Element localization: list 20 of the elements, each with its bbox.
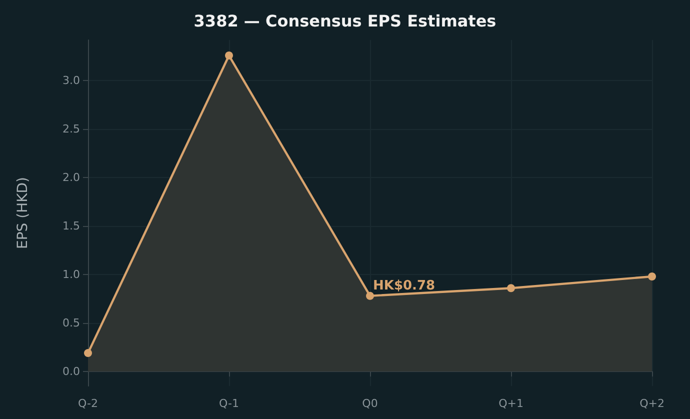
x-tick-label: Q-2 — [78, 397, 98, 410]
y-axis-title: EPS (HKD) — [15, 176, 31, 250]
y-tick-label: 1.5 — [62, 220, 80, 233]
x-tick-label: Q-1 — [219, 397, 239, 410]
y-tick-label: 2.5 — [62, 122, 80, 136]
x-tick-label: Q+2 — [640, 397, 664, 410]
point — [366, 292, 374, 300]
y-tick-label: 2.0 — [62, 171, 80, 184]
x-tick-label: Q0 — [362, 397, 378, 410]
x-tick-label: Q+1 — [498, 397, 524, 410]
point — [225, 52, 233, 60]
y-tick-label: 0.0 — [62, 364, 80, 378]
y-tick-label: 3.0 — [62, 74, 80, 88]
point — [507, 284, 515, 292]
y-tick-label: 0.5 — [62, 316, 80, 330]
annotation: HK$0.78 — [373, 278, 436, 294]
point — [84, 349, 92, 358]
point — [648, 272, 656, 280]
y-tick-label: 1.0 — [62, 268, 80, 282]
chart-title: 3382 — Consensus EPS Estimates — [194, 12, 496, 30]
